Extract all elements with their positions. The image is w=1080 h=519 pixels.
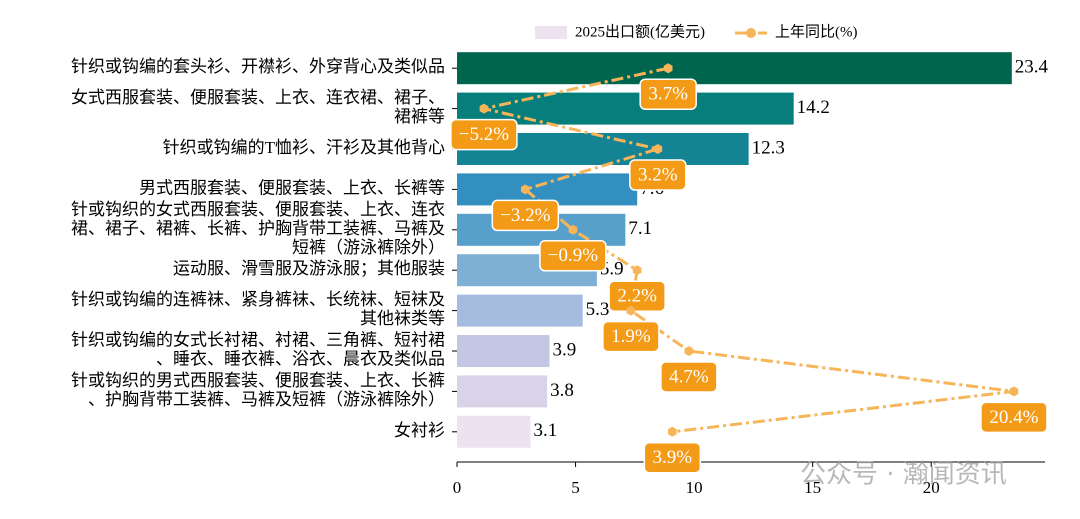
label-line: 针织或钩编的套头衫、开襟衫、外穿背心及类似品 (71, 57, 445, 76)
x-tick-label: 5 (571, 478, 580, 497)
line-value-label: 3.7% (648, 84, 688, 105)
line-value-label: −3.2% (500, 205, 550, 226)
value-label-box (450, 118, 518, 151)
value-label-box (660, 361, 718, 393)
value-label-box (643, 442, 702, 474)
legend-marker (746, 28, 756, 38)
line-value-label: 3.9% (653, 447, 693, 468)
bar-value-label: 5.3 (586, 299, 610, 320)
value-label-box (491, 199, 560, 232)
label-line: 、护胸背带工装裤、马裤及短裤（游泳裤除外） (88, 390, 445, 409)
bar-value-label: 12.3 (752, 137, 785, 158)
line-marker (667, 426, 677, 437)
bar-value-label: 3.8 (550, 380, 574, 401)
label-line: 针织或钩编的T恤衫、汗衫及其他背心 (163, 138, 445, 157)
y-tick-label: 针织或钩编的T恤衫、汗衫及其他背心 (163, 138, 445, 157)
label-line: 短裤（游泳裤除外） (292, 238, 445, 257)
line-marker (684, 346, 694, 356)
value-label-box (539, 240, 607, 272)
line-marker (626, 305, 636, 316)
line-value-label: −5.2% (459, 124, 509, 145)
x-tick-label: 15 (804, 478, 821, 497)
label-line: 女衬衫 (394, 421, 445, 440)
value-label-box (629, 159, 687, 191)
value-label-box (980, 401, 1048, 434)
y-tick-label: 针织或钩编的套头衫、开襟衫、外穿背心及类似品 (71, 57, 445, 76)
line-marker (632, 265, 642, 276)
bar-value-label: 3.9 (552, 339, 576, 360)
bar (457, 375, 548, 408)
line-marker (653, 144, 663, 154)
y-tick-label: 男式西服套装、便服套装、上衣、长裤等 (139, 178, 445, 197)
label-line: 针或钩织的男式西服套装、便服套装、上衣、长裤 (71, 371, 445, 390)
label-line: 、睡衣、睡衣裤、浴衣、晨衣及类似品 (156, 349, 445, 368)
line-value-label: 4.7% (669, 366, 709, 387)
line-value-label: −0.9% (548, 245, 598, 266)
bar-value-label: 23.4 (1015, 57, 1049, 78)
line-value-label: 2.2% (617, 286, 657, 307)
label-line: 男式西服套装、便服套装、上衣、长裤等 (139, 178, 445, 197)
label-line: 针织或钩编的女式长衬裙、衬裙、三角裤、短衬裙 (71, 330, 445, 349)
label-line: 针织或钩编的连裤袜、紧身裤袜、长统袜、短袜及 (71, 290, 445, 309)
label-line: 女式西服套装、便服套装、上衣、连衣裙、裙子、 (71, 88, 445, 107)
label-line: 裙、裙子、裙裤、长裤、护胸背带工装裤、马裤及 (71, 219, 445, 238)
label-line: 针或钩织的女式西服套装、便服套装、上衣、连衣 (71, 200, 445, 219)
y-tick-label: 女式西服套装、便服套装、上衣、连衣裙、裙子、裙裤等 (71, 88, 445, 126)
line-value-label: 1.9% (611, 326, 651, 347)
y-tick-label: 针或钩织的男式西服套装、便服套装、上衣、长裤、护胸背带工装裤、马裤及短裤（游泳裤… (71, 371, 445, 409)
legend-label: 2025出口额(亿美元) (575, 23, 705, 40)
bar-value-label: 14.2 (797, 97, 830, 118)
x-tick-label: 10 (686, 478, 703, 497)
x-tick-label: 0 (453, 478, 462, 497)
label-line: 裙裤等 (394, 107, 445, 126)
line-marker (520, 184, 530, 195)
x-tick-label: 20 (923, 478, 940, 497)
bar (457, 335, 550, 367)
legend-label: 上年同比(%) (775, 23, 858, 40)
label-line: 运动服、滑雪服及游泳服；其他服装 (173, 259, 445, 278)
value-label-box (639, 78, 697, 110)
y-tick-label: 针织或钩编的连裤袜、紧身裤袜、长统袜、短袜及其他袜类等 (71, 290, 445, 328)
label-line: 其他袜类等 (360, 309, 445, 328)
value-label-box (602, 320, 660, 353)
bar (457, 415, 531, 448)
line-value-label: 3.2% (638, 164, 678, 185)
y-tick-label: 针或钩织的女式西服套装、便服套装、上衣、连衣裙、裙子、裙裤、长裤、护胸背带工装裤… (71, 200, 445, 257)
watermark: 公众号 · 瀚闻资讯 (800, 460, 1007, 490)
line-marker (479, 103, 489, 114)
bar-value-label: 3.1 (534, 420, 558, 441)
value-label-box (608, 280, 666, 312)
y-tick-label: 针织或钩编的女式长衬裙、衬裙、三角裤、短衬裙、睡衣、睡衣裤、浴衣、晨衣及类似品 (71, 330, 445, 368)
bar-value-label: 7.1 (628, 218, 652, 239)
bar (457, 52, 1012, 85)
y-tick-label: 女衬衫 (394, 421, 445, 440)
line-marker (663, 63, 673, 74)
y-tick-label: 运动服、滑雪服及游泳服；其他服装 (173, 259, 445, 278)
line-marker (1009, 386, 1019, 397)
line-value-label: 20.4% (989, 407, 1038, 428)
legend-swatch (535, 26, 567, 39)
line-marker (568, 224, 578, 235)
bar (457, 294, 583, 327)
